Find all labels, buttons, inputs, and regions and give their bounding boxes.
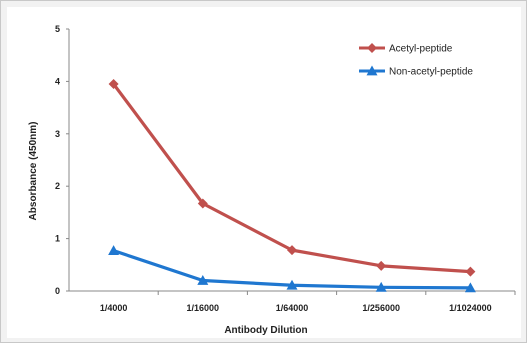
x-tick-label: 1/16000 <box>187 303 220 313</box>
series-group <box>108 79 476 293</box>
axes <box>66 28 516 295</box>
series-1 <box>108 79 476 277</box>
y-tick-label: 5 <box>55 24 60 34</box>
x-tick-label: 1/4000 <box>100 303 128 313</box>
legend-marker <box>367 43 377 53</box>
legend-label: Acetyl-peptide <box>389 44 453 55</box>
data-point <box>286 279 298 290</box>
data-point <box>108 79 119 90</box>
data-point <box>465 266 476 277</box>
x-tick-label: 1/64000 <box>276 303 309 313</box>
data-point <box>197 198 208 209</box>
data-point <box>287 245 297 256</box>
x-tick-label: 1/1024000 <box>449 303 492 313</box>
series-2 <box>108 245 476 293</box>
y-tick-label: 0 <box>55 286 60 296</box>
y-tick-label: 1 <box>55 234 60 244</box>
data-point <box>376 260 387 271</box>
y-tick-label: 4 <box>55 76 60 86</box>
legend-marker <box>366 65 378 76</box>
x-axis-label: Antibody Dilution <box>224 325 307 336</box>
chart-area: 0 1 2 3 4 5 1/4000 1/16000 1/64000 1/256000 1/102… <box>7 7 521 338</box>
data-point <box>197 275 209 285</box>
legend-item: Acetyl-peptide <box>359 43 453 55</box>
series-line <box>111 82 472 274</box>
legend-item: Non-acetyl-peptide <box>359 65 473 78</box>
x-tick-label: 1/256000 <box>362 303 400 313</box>
y-tick-labels: 0 1 2 3 4 5 <box>55 24 60 296</box>
y-axis-label: Absorbance (450nm) <box>28 122 39 221</box>
legend: Acetyl-peptide Non-acetyl-peptide <box>359 43 473 78</box>
data-point <box>108 245 120 256</box>
data-point <box>464 282 476 293</box>
line-chart: 0 1 2 3 4 5 1/4000 1/16000 1/64000 1/256000 1/102… <box>28 24 516 336</box>
y-tick-label: 3 <box>55 129 60 139</box>
data-point <box>375 281 387 292</box>
x-tick-labels: 1/4000 1/16000 1/64000 1/256000 1/1024000 <box>100 303 492 313</box>
legend-label: Non-acetyl-peptide <box>389 67 473 78</box>
y-tick-label: 2 <box>55 181 60 191</box>
